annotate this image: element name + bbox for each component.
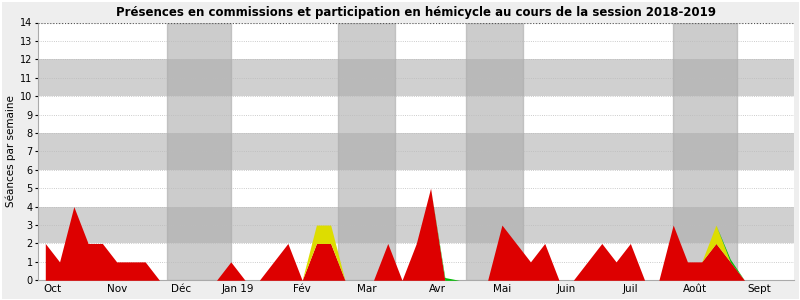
Bar bbox=[38, 207, 794, 225]
Bar bbox=[38, 78, 794, 96]
Bar bbox=[38, 133, 794, 152]
Bar bbox=[38, 244, 794, 262]
Bar bbox=[38, 188, 794, 207]
Bar bbox=[166, 22, 230, 280]
Bar bbox=[338, 22, 395, 280]
Bar bbox=[38, 22, 794, 41]
Title: Présences en commissions et participation en hémicycle au cours de la session 20: Présences en commissions et participatio… bbox=[116, 6, 716, 19]
Bar bbox=[38, 41, 794, 59]
Bar bbox=[466, 22, 523, 280]
Bar bbox=[38, 225, 794, 244]
Bar bbox=[38, 152, 794, 170]
Bar bbox=[38, 96, 794, 115]
Bar bbox=[38, 262, 794, 280]
Bar bbox=[673, 22, 738, 280]
Bar bbox=[38, 59, 794, 78]
Bar bbox=[38, 170, 794, 188]
Y-axis label: Séances par semaine: Séances par semaine bbox=[6, 95, 16, 207]
Bar bbox=[38, 115, 794, 133]
